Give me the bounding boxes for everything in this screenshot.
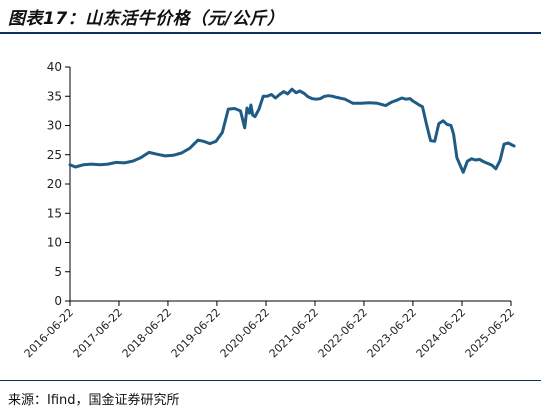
y-tick-label: 5 xyxy=(54,265,62,279)
x-axis: 2016-06-222017-06-222018-06-222019-06-22… xyxy=(22,300,517,360)
x-tick-label: 2025-06-22 xyxy=(463,306,517,360)
x-tick-label: 2021-06-22 xyxy=(267,306,321,360)
series-line-0 xyxy=(68,87,516,174)
y-tick-label: 35 xyxy=(47,89,62,103)
x-tick-label: 2017-06-22 xyxy=(71,306,125,360)
y-tick-label: 25 xyxy=(47,148,62,162)
y-tick-label: 15 xyxy=(47,206,62,220)
x-tick-label: 2018-06-22 xyxy=(120,306,174,360)
series-layer xyxy=(68,87,516,174)
chart-title: 图表17：山东活牛价格（元/公斤） xyxy=(8,9,285,29)
x-tick-label: 2024-06-22 xyxy=(414,306,468,360)
source-note: 来源：Ifind，国金证券研究所 xyxy=(8,393,180,408)
x-tick-label: 2023-06-22 xyxy=(365,306,419,360)
y-tick-label: 20 xyxy=(47,177,62,191)
source-rule xyxy=(0,380,541,381)
x-tick-label: 2022-06-22 xyxy=(316,306,370,360)
x-tick-label: 2016-06-22 xyxy=(22,306,76,360)
y-tick-label: 0 xyxy=(54,294,62,308)
x-tick-label: 2020-06-22 xyxy=(218,306,272,360)
y-tick-label: 30 xyxy=(47,119,62,133)
x-tick-label: 2019-06-22 xyxy=(169,306,223,360)
y-axis: 0 5 10 15 20 25 30 35 40 xyxy=(47,60,71,308)
title-rule xyxy=(0,32,541,34)
y-tick-label: 40 xyxy=(47,60,62,74)
y-tick-label: 10 xyxy=(47,236,62,250)
